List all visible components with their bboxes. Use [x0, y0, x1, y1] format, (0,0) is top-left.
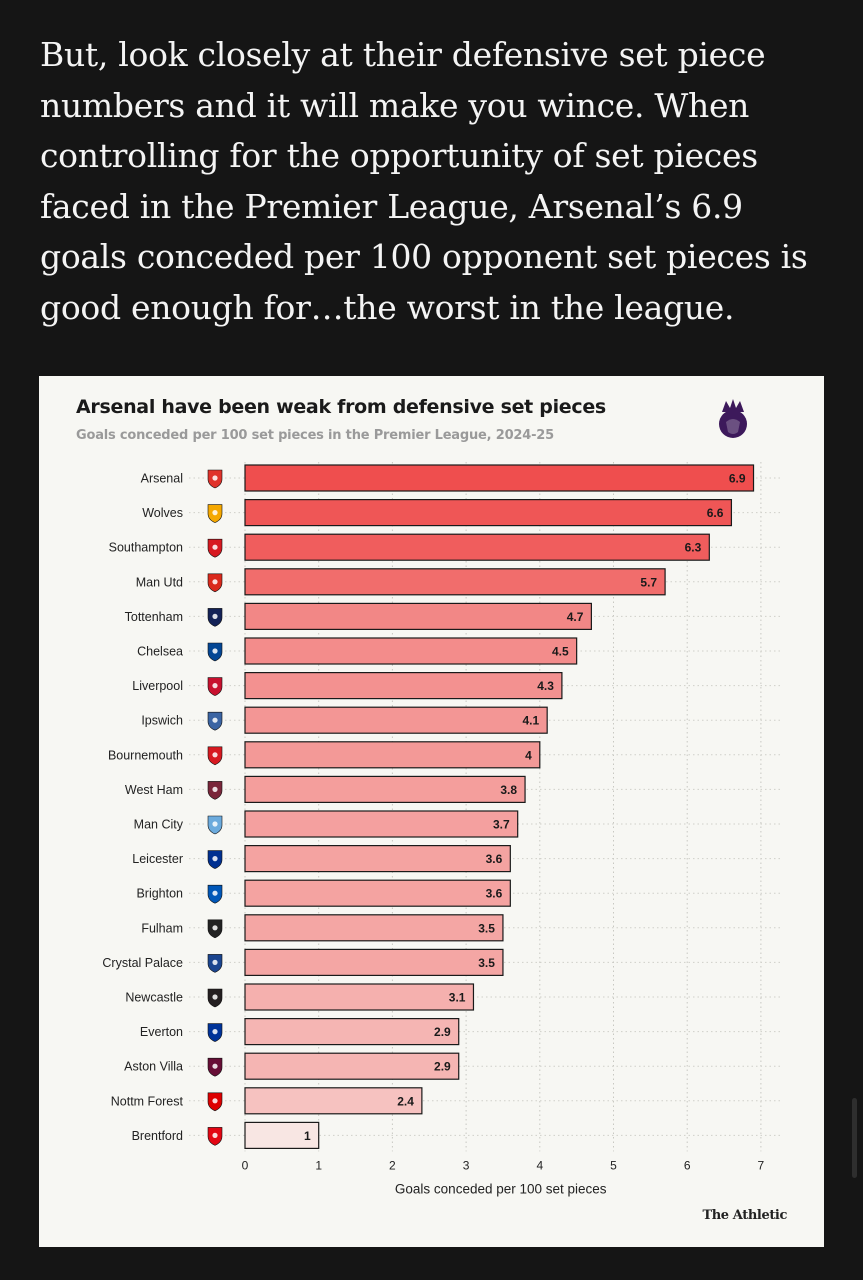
the-athletic-logo: The Athletic: [702, 1208, 787, 1223]
crest-detail-wolves: [212, 510, 218, 516]
bar-brentford: [244, 1121, 320, 1150]
bar-fulham: [244, 914, 504, 942]
value-label-fulham: 3.5: [478, 921, 495, 935]
bar-aston-villa: [244, 1052, 460, 1080]
team-label-tottenham: Tottenham: [125, 610, 183, 624]
chart-card: Arsenal have been weak from defensive se…: [39, 376, 824, 1247]
bar-bournemouth: [244, 741, 541, 769]
bar-everton: [244, 1017, 460, 1046]
team-label-chelsea: Chelsea: [137, 645, 183, 659]
bar-chelsea: [244, 637, 578, 665]
crest-detail-newcastle: [212, 994, 218, 1000]
crest-detail-west-ham: [212, 786, 218, 792]
bar-brighton: [244, 879, 511, 907]
value-label-aston-villa: 2.9: [434, 1060, 451, 1074]
team-label-crystal-palace: Crystal Palace: [102, 956, 183, 970]
value-label-chelsea: 4.5: [552, 645, 569, 659]
value-label-nottm-forest: 2.4: [397, 1094, 414, 1108]
crest-detail-leicester: [212, 856, 218, 862]
value-label-crystal-palace: 3.5: [478, 956, 495, 970]
team-label-brighton: Brighton: [136, 887, 183, 901]
x-tick-label-6: 6: [684, 1158, 691, 1172]
value-label-ipswich: 4.1: [522, 714, 539, 728]
crest-detail-southampton: [212, 544, 218, 550]
crest-detail-crystal-palace: [212, 959, 218, 966]
x-tick-label-5: 5: [610, 1158, 617, 1172]
chart-subtitle: Goals conceded per 100 set pieces in the…: [76, 428, 554, 443]
bar-nottm-forest: [244, 1087, 423, 1115]
crest-detail-liverpool: [212, 683, 218, 689]
bar-ipswich: [244, 706, 548, 734]
x-tick-label-2: 2: [389, 1158, 396, 1172]
crest-detail-man-city: [212, 821, 218, 827]
team-label-wolves: Wolves: [142, 506, 183, 520]
crest-detail-brentford: [212, 1132, 218, 1138]
bar-man-city: [244, 810, 519, 838]
value-label-southampton: 6.3: [685, 541, 702, 555]
team-label-ipswich: Ipswich: [141, 714, 183, 728]
team-label-aston-villa: Aston Villa: [124, 1060, 183, 1074]
bar-crystal-palace: [244, 948, 504, 977]
team-label-man-city: Man City: [134, 818, 184, 832]
bar-arsenal: [244, 464, 755, 492]
crest-detail-aston-villa: [212, 1063, 218, 1069]
x-tick-label-1: 1: [315, 1158, 322, 1172]
x-axis-label: Goals conceded per 100 set pieces: [395, 1181, 607, 1196]
x-tick-label-7: 7: [758, 1158, 765, 1172]
bar-leicester: [244, 845, 511, 873]
team-label-nottm-forest: Nottm Forest: [111, 1094, 184, 1108]
value-label-bournemouth: 4: [525, 748, 532, 762]
value-label-tottenham: 4.7: [567, 610, 584, 624]
value-label-brighton: 3.6: [486, 887, 503, 901]
value-label-west-ham: 3.8: [500, 783, 517, 797]
crest-detail-brighton: [212, 890, 218, 896]
team-label-bournemouth: Bournemouth: [108, 748, 183, 762]
bar-man-utd: [244, 568, 666, 596]
team-label-man-utd: Man Utd: [136, 575, 183, 589]
team-label-arsenal: Arsenal: [141, 472, 183, 486]
team-label-leicester: Leicester: [132, 852, 183, 866]
crest-detail-bournemouth: [212, 752, 218, 758]
crest-detail-ipswich: [212, 717, 218, 723]
crest-detail-man-utd: [212, 579, 218, 585]
crest-detail-nottm-forest: [212, 1098, 218, 1104]
x-tick-label-4: 4: [536, 1158, 543, 1172]
bar-southampton: [244, 533, 710, 561]
value-label-everton: 2.9: [434, 1025, 451, 1039]
bar-wolves: [244, 498, 733, 527]
premier-league-lion-icon: [719, 399, 747, 438]
chart-title: Arsenal have been weak from defensive se…: [76, 396, 606, 418]
crest-detail-arsenal: [212, 475, 218, 481]
crest-detail-chelsea: [212, 648, 218, 654]
bar-newcastle: [244, 983, 475, 1011]
value-label-man-city: 3.7: [493, 818, 510, 832]
bar-west-ham: [244, 775, 526, 803]
bar-chart: Arsenal 6.9 Wolves 6.6 Southampton 6.3 Man Utd…: [102, 462, 783, 1196]
x-tick-label-3: 3: [463, 1158, 470, 1172]
value-label-man-utd: 5.7: [640, 575, 657, 589]
team-label-brentford: Brentford: [132, 1129, 183, 1143]
value-label-brentford: 1: [304, 1129, 311, 1143]
team-label-newcastle: Newcastle: [125, 991, 183, 1005]
team-label-southampton: Southampton: [109, 541, 183, 555]
crest-detail-tottenham: [212, 613, 218, 619]
team-label-west-ham: West Ham: [125, 783, 183, 797]
bar-tottenham: [244, 602, 592, 630]
value-label-arsenal: 6.9: [729, 472, 746, 486]
team-label-fulham: Fulham: [141, 921, 183, 935]
scrollbar[interactable]: [852, 1098, 857, 1178]
article-paragraph: But, look closely at their defensive set…: [40, 35, 808, 327]
bar-liverpool: [244, 672, 563, 700]
crest-detail-fulham: [212, 925, 218, 931]
crest-detail-everton: [212, 1029, 218, 1035]
value-label-newcastle: 3.1: [449, 991, 466, 1005]
value-label-liverpool: 4.3: [537, 679, 554, 693]
team-label-everton: Everton: [140, 1025, 183, 1039]
value-label-wolves: 6.6: [707, 506, 724, 520]
x-tick-label-0: 0: [242, 1158, 249, 1172]
team-label-liverpool: Liverpool: [132, 679, 183, 693]
value-label-leicester: 3.6: [486, 852, 503, 866]
